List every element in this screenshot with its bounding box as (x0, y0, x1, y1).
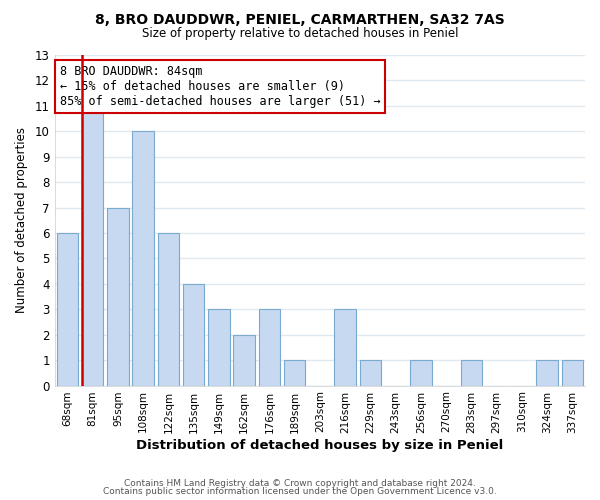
Text: Contains public sector information licensed under the Open Government Licence v3: Contains public sector information licen… (103, 487, 497, 496)
Bar (410, 360, 431, 386)
Text: Size of property relative to detached houses in Peniel: Size of property relative to detached ho… (142, 28, 458, 40)
Bar (208, 310, 230, 386)
Bar (562, 360, 583, 386)
Bar (334, 310, 356, 386)
Bar (284, 360, 305, 386)
Text: 8, BRO DAUDDWR, PENIEL, CARMARTHEN, SA32 7AS: 8, BRO DAUDDWR, PENIEL, CARMARTHEN, SA32… (95, 12, 505, 26)
Text: 8 BRO DAUDDWR: 84sqm
← 15% of detached houses are smaller (9)
85% of semi-detach: 8 BRO DAUDDWR: 84sqm ← 15% of detached h… (60, 65, 381, 108)
Y-axis label: Number of detached properties: Number of detached properties (15, 128, 28, 314)
Bar (536, 360, 558, 386)
Bar (56, 233, 78, 386)
Bar (133, 132, 154, 386)
Bar (259, 310, 280, 386)
X-axis label: Distribution of detached houses by size in Peniel: Distribution of detached houses by size … (136, 440, 503, 452)
Bar (82, 106, 103, 386)
Bar (107, 208, 128, 386)
Bar (233, 334, 255, 386)
Bar (461, 360, 482, 386)
Text: Contains HM Land Registry data © Crown copyright and database right 2024.: Contains HM Land Registry data © Crown c… (124, 478, 476, 488)
Bar (183, 284, 205, 386)
Bar (158, 233, 179, 386)
Bar (359, 360, 381, 386)
